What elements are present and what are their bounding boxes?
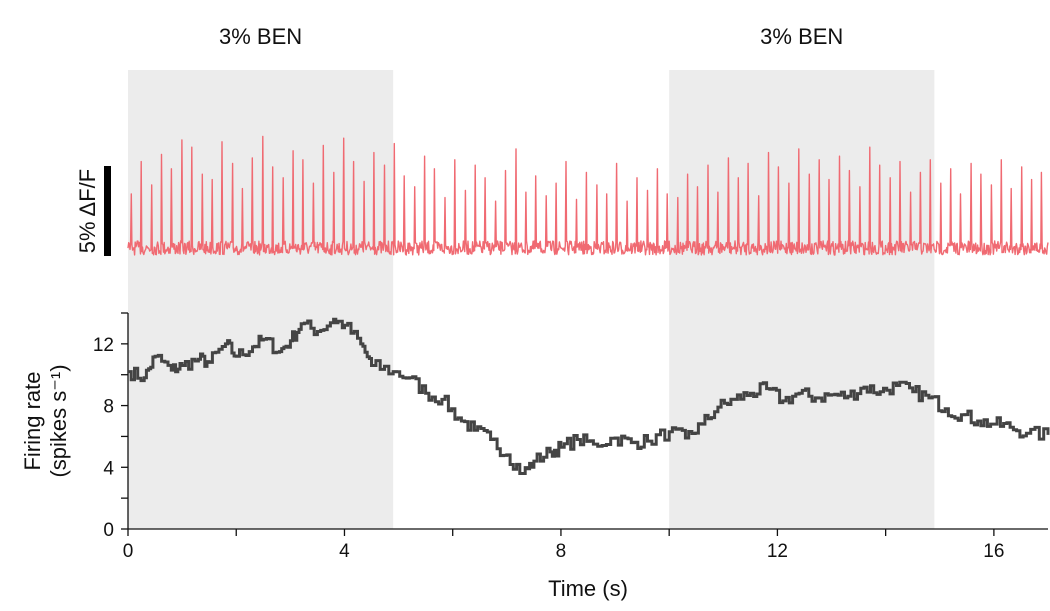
stimulus-labels: 3% BEN 3% BEN bbox=[219, 24, 843, 49]
firing-rate-series-line bbox=[128, 317, 1050, 475]
x-tick-label: 4 bbox=[339, 541, 350, 562]
y-tick-label: 12 bbox=[93, 335, 114, 356]
stimulus-label-1: 3% BEN bbox=[219, 24, 302, 49]
y-axis-title-units: (spikes s⁻¹) bbox=[46, 364, 71, 477]
scale-bar-line bbox=[104, 166, 111, 256]
dff-trace-line bbox=[127, 135, 1049, 256]
dff-trace-panel bbox=[127, 135, 1049, 256]
x-tick-label: 8 bbox=[556, 541, 567, 562]
y-tick-label: 8 bbox=[103, 397, 114, 418]
stimulus-shading bbox=[128, 70, 935, 529]
x-tick-label: 12 bbox=[767, 541, 788, 562]
stimulus-epoch-2 bbox=[669, 70, 935, 529]
y-axis-title: Firing rate bbox=[20, 371, 45, 470]
firing-rate-axes: 0 4 8 12 16 0 4 8 12 bbox=[93, 312, 1048, 562]
x-tick-label: 16 bbox=[983, 541, 1004, 562]
y-ticks: 0 4 8 12 bbox=[93, 312, 128, 541]
stimulus-epoch-1 bbox=[128, 70, 394, 529]
scale-bar: 5% ΔF/F bbox=[75, 166, 111, 256]
x-ticks: 0 4 8 12 16 bbox=[123, 529, 1004, 562]
x-tick-label: 0 bbox=[123, 541, 134, 562]
x-axis-title: Time (s) bbox=[548, 576, 628, 601]
y-tick-label: 0 bbox=[103, 520, 114, 541]
scale-bar-label: 5% ΔF/F bbox=[75, 169, 100, 253]
y-tick-label: 4 bbox=[103, 458, 114, 479]
stimulus-label-2: 3% BEN bbox=[760, 24, 843, 49]
